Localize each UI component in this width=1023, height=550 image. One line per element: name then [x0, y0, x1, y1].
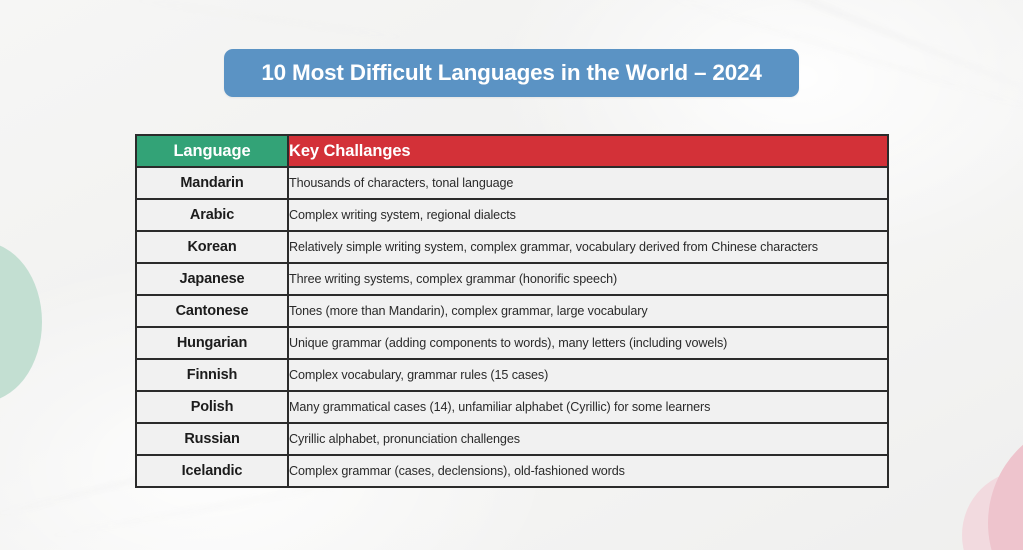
cell-challenges: Unique grammar (adding components to wor…	[287, 326, 889, 360]
table-row: Japanese Three writing systems, complex …	[135, 262, 889, 296]
column-header-key-challenges: Key Challanges	[287, 134, 889, 168]
table-row: Icelandic Complex grammar (cases, declen…	[135, 454, 889, 488]
languages-table-container: Language Key Challanges Mandarin Thousan…	[135, 134, 889, 488]
table-row: Hungarian Unique grammar (adding compone…	[135, 326, 889, 360]
cell-language: Russian	[135, 422, 289, 456]
cell-challenges: Complex writing system, regional dialect…	[287, 198, 889, 232]
cell-language: Polish	[135, 390, 289, 424]
cell-language: Icelandic	[135, 454, 289, 488]
table-row: Finnish Complex vocabulary, grammar rule…	[135, 358, 889, 392]
table-row: Mandarin Thousands of characters, tonal …	[135, 166, 889, 200]
cell-challenges: Three writing systems, complex grammar (…	[287, 262, 889, 296]
pink-circle-decoration	[988, 418, 1023, 550]
marble-vein-decoration	[121, 0, 419, 41]
cell-challenges: Tones (more than Mandarin), complex gram…	[287, 294, 889, 328]
table-row: Russian Cyrillic alphabet, pronunciation…	[135, 422, 889, 456]
cell-challenges: Many grammatical cases (14), unfamiliar …	[287, 390, 889, 424]
cell-language: Finnish	[135, 358, 289, 392]
cell-challenges: Complex vocabulary, grammar rules (15 ca…	[287, 358, 889, 392]
cell-language: Hungarian	[135, 326, 289, 360]
cell-challenges: Cyrillic alphabet, pronunciation challen…	[287, 422, 889, 456]
table-row: Polish Many grammatical cases (14), unfa…	[135, 390, 889, 424]
table-row: Arabic Complex writing system, regional …	[135, 198, 889, 232]
green-circle-decoration	[0, 242, 42, 402]
cell-language: Cantonese	[135, 294, 289, 328]
cell-challenges: Complex grammar (cases, declensions), ol…	[287, 454, 889, 488]
table-body: Mandarin Thousands of characters, tonal …	[135, 166, 889, 488]
cell-language: Japanese	[135, 262, 289, 296]
page-title: 10 Most Difficult Languages in the World…	[261, 60, 762, 85]
column-header-language: Language	[135, 134, 289, 168]
page-title-banner: 10 Most Difficult Languages in the World…	[224, 49, 799, 97]
cell-challenges: Relatively simple writing system, comple…	[287, 230, 889, 264]
cell-challenges: Thousands of characters, tonal language	[287, 166, 889, 200]
table-header: Language Key Challanges	[135, 134, 889, 168]
cell-language: Arabic	[135, 198, 289, 232]
languages-table: Language Key Challanges Mandarin Thousan…	[135, 134, 889, 488]
cell-language: Mandarin	[135, 166, 289, 200]
table-row: Cantonese Tones (more than Mandarin), co…	[135, 294, 889, 328]
pink-circle-decoration-soft	[962, 470, 1023, 550]
cell-language: Korean	[135, 230, 289, 264]
table-row: Korean Relatively simple writing system,…	[135, 230, 889, 264]
table-header-row: Language Key Challanges	[135, 134, 889, 168]
